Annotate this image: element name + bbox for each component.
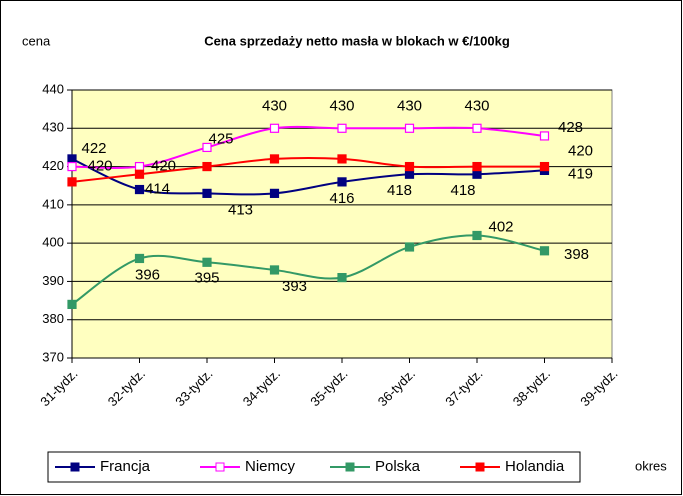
point-marker <box>539 246 550 256</box>
y-tick-label: 420 <box>42 158 64 173</box>
point-marker <box>67 154 77 164</box>
legend-label: Francja <box>100 458 151 475</box>
y-tick-label: 400 <box>42 235 64 250</box>
data-label: 419 <box>568 165 593 182</box>
point-marker <box>269 188 280 198</box>
data-label: 420 <box>87 158 112 175</box>
legend-label: Polska <box>375 458 421 475</box>
x-axis-label: okres <box>635 458 667 473</box>
legend-marker <box>475 462 485 472</box>
point-marker <box>472 169 482 179</box>
data-label: 422 <box>81 140 106 157</box>
point-marker <box>269 265 280 275</box>
y-tick-label: 430 <box>42 120 64 135</box>
point-marker <box>472 123 482 133</box>
point-marker <box>404 169 415 179</box>
series-line <box>71 125 545 169</box>
point-marker <box>202 188 212 198</box>
point-marker <box>202 161 212 172</box>
point-marker <box>472 230 482 241</box>
point-marker <box>337 273 347 283</box>
point-marker <box>404 242 415 252</box>
legend-marker <box>215 462 225 472</box>
y-tick-label: 380 <box>42 311 64 326</box>
series-line <box>71 156 545 183</box>
point-marker <box>337 154 347 164</box>
data-label: 430 <box>397 97 422 114</box>
legend-marker <box>70 462 80 472</box>
y-tick-label: 410 <box>42 196 64 211</box>
point-marker <box>67 177 77 187</box>
data-label: 418 <box>450 182 475 199</box>
y-tick-label: 390 <box>42 273 64 288</box>
point-marker <box>539 131 550 141</box>
y-tick-label: 370 <box>42 349 64 364</box>
point-marker <box>134 253 145 264</box>
legend-label: Niemcy <box>245 458 296 475</box>
point-marker <box>472 161 482 172</box>
data-label: 414 <box>145 181 170 198</box>
legend-marker <box>345 462 355 472</box>
data-label: 396 <box>135 266 160 283</box>
data-label: 425 <box>208 130 233 147</box>
data-label: 398 <box>564 246 589 263</box>
point-marker <box>67 161 77 172</box>
data-label: 393 <box>282 278 307 295</box>
point-marker <box>337 177 347 187</box>
point-marker <box>404 123 415 133</box>
point-marker <box>202 142 212 153</box>
data-label: 413 <box>228 201 253 218</box>
data-label: 395 <box>194 269 219 286</box>
series-line <box>71 158 545 196</box>
point-marker <box>539 161 550 172</box>
point-marker <box>202 257 212 267</box>
data-label: 420 <box>568 143 593 160</box>
point-marker <box>269 123 280 133</box>
point-marker <box>269 154 280 164</box>
y-axis-label: cena <box>22 33 51 48</box>
point-marker <box>67 299 77 309</box>
legend-label: Holandia <box>505 458 565 475</box>
data-label: 402 <box>488 218 513 235</box>
point-marker <box>134 161 145 172</box>
y-tick-label: 440 <box>42 81 64 96</box>
data-label: 416 <box>329 190 354 207</box>
data-label: 428 <box>558 119 583 136</box>
data-label: 430 <box>329 97 354 114</box>
point-marker <box>134 169 145 179</box>
point-marker <box>337 123 347 133</box>
data-label: 418 <box>387 182 412 199</box>
data-label: 430 <box>464 97 489 114</box>
plot-area <box>71 89 613 359</box>
point-marker <box>404 161 415 172</box>
point-marker <box>134 184 145 195</box>
chart-title: Cena sprzedaży netto masła w blokach w €… <box>204 33 510 48</box>
data-label: 430 <box>262 97 287 114</box>
